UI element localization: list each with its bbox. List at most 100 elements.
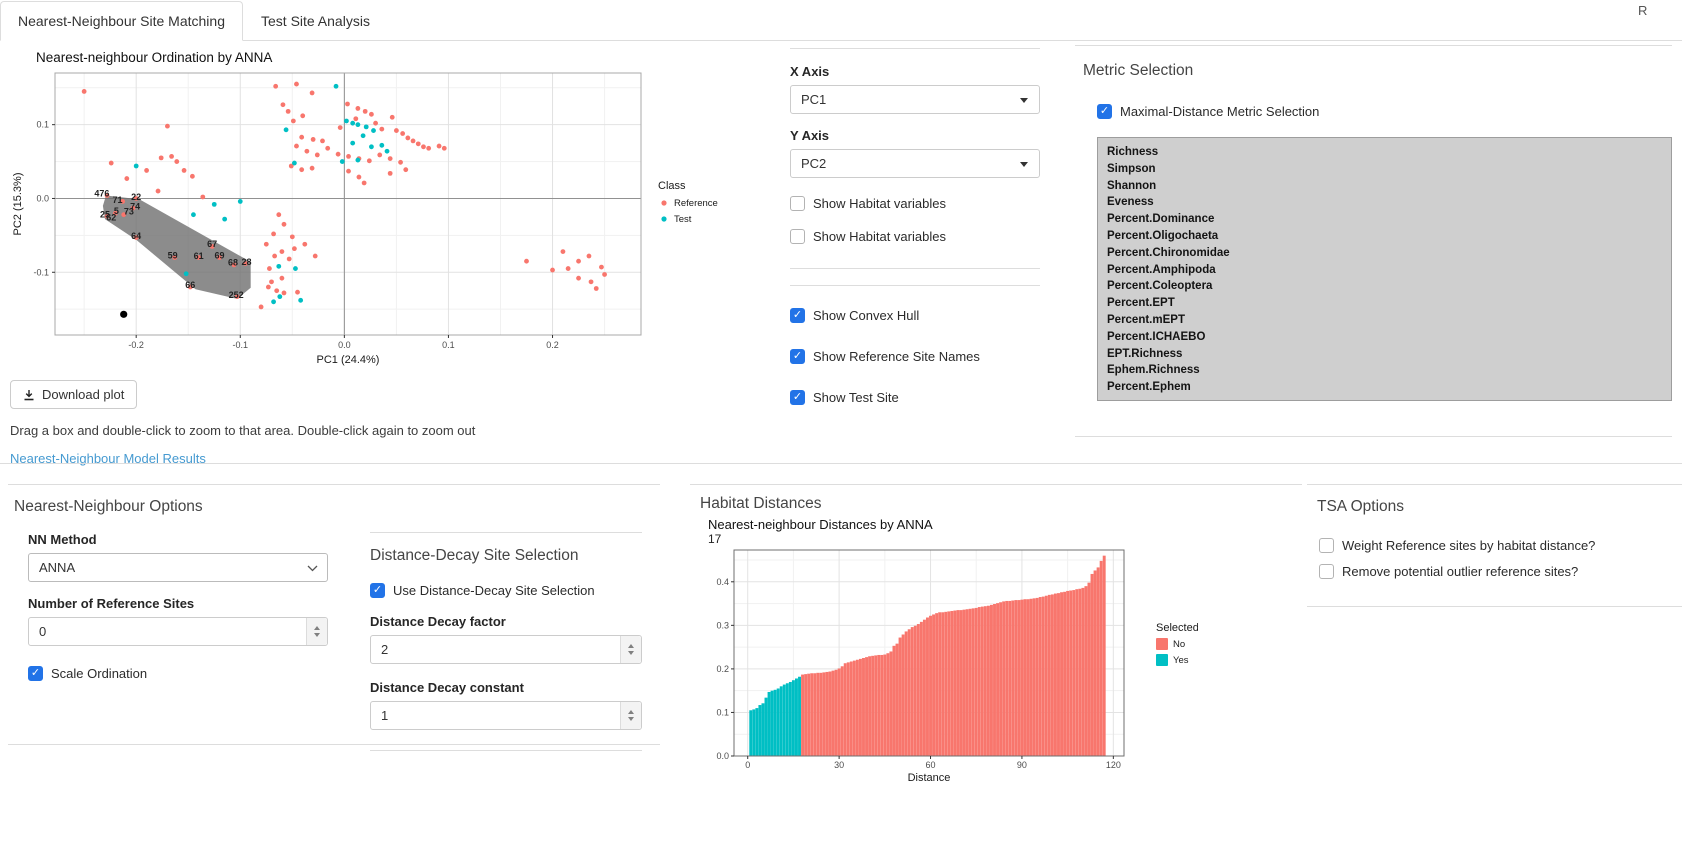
distance-decay-panel: Distance-Decay Site Selection ✓ Use Dist… xyxy=(370,532,642,751)
n-ref-sites-label: Number of Reference Sites xyxy=(28,596,195,611)
habitat-chart-widget: Nearest-neighbour Distances by ANNA 17 0… xyxy=(708,517,1302,801)
maximal-distance-metric-checkbox[interactable]: ✓ Maximal-Distance Metric Selection xyxy=(1097,104,1672,119)
metric-option[interactable]: Percent.Oligochaeta xyxy=(1107,229,1219,242)
decay-factor-input-wrap xyxy=(370,635,642,664)
tab-nearest-neighbour-site-matching[interactable]: Nearest-Neighbour Site Matching xyxy=(0,1,243,41)
stepper-up-icon[interactable] xyxy=(628,710,634,714)
weight-reference-sites-checkbox[interactable]: Weight Reference sites by habitat distan… xyxy=(1319,538,1682,553)
ordination-legend: Class Reference Test xyxy=(658,180,718,225)
habitat-plot: 0.0 0.1 0.2 0.3 0.4 0 30 60 90 120 Distance Selecte… xyxy=(716,549,1199,784)
x-axis-value: PC1 xyxy=(801,92,827,107)
checkbox-icon: ✓ xyxy=(790,390,805,405)
display-options-section: ✓ Show Convex Hull ✓ Show Reference Site… xyxy=(790,285,1040,405)
decay-factor-input[interactable] xyxy=(370,635,642,664)
remove-outlier-sites-checkbox[interactable]: Remove potential outlier reference sites… xyxy=(1319,564,1682,579)
metric-option[interactable]: EPT.Richness xyxy=(1107,347,1183,360)
stepper-down-icon[interactable] xyxy=(628,651,634,655)
nn-method-label: NN Method xyxy=(28,532,97,547)
number-stepper[interactable] xyxy=(620,702,641,729)
svg-text:0.0: 0.0 xyxy=(338,340,351,350)
svg-text:0.0: 0.0 xyxy=(36,193,49,203)
tab-test-site-analysis[interactable]: Test Site Analysis xyxy=(261,13,370,29)
habitat-chart-subtitle: 17 xyxy=(708,532,722,546)
svg-text:Distance: Distance xyxy=(908,772,951,784)
n-ref-sites-input-wrap xyxy=(28,617,328,646)
use-distance-decay-checkbox[interactable]: ✓ Use Distance-Decay Site Selection xyxy=(370,583,642,598)
svg-text:68: 68 xyxy=(228,258,238,268)
svg-text:Selected: Selected xyxy=(1156,622,1198,634)
metric-listbox[interactable]: Richness Simpson Shannon Eveness Percent… xyxy=(1097,137,1672,401)
caret-down-icon[interactable] xyxy=(1020,98,1028,103)
y-axis-select[interactable]: PC2 xyxy=(790,149,1040,178)
svg-text:Class: Class xyxy=(658,180,686,192)
svg-text:-0.1: -0.1 xyxy=(33,267,49,277)
habitat-distances-panel: Habitat Distances Nearest-neighbour Dist… xyxy=(690,484,1302,801)
show-habitat-variables-checkbox-2[interactable]: Show Habitat variables xyxy=(790,229,1040,244)
n-ref-sites-input[interactable] xyxy=(28,617,328,646)
metric-option[interactable]: Percent.Dominance xyxy=(1107,213,1215,226)
stepper-up-icon[interactable] xyxy=(314,626,320,630)
metric-option[interactable]: Percent.ICHAEBO xyxy=(1107,330,1206,343)
chevron-down-icon[interactable] xyxy=(307,565,318,572)
checkbox-label: Show Reference Site Names xyxy=(813,349,980,364)
metric-selection-title: Metric Selection xyxy=(1083,62,1194,79)
x-axis-select[interactable]: PC1 xyxy=(790,85,1040,114)
distance-decay-title: Distance-Decay Site Selection xyxy=(370,547,579,564)
svg-text:120: 120 xyxy=(1106,760,1121,770)
checkbox-icon: ✓ xyxy=(1097,104,1112,119)
metric-option[interactable]: Richness xyxy=(1107,146,1159,158)
nn-method-select[interactable]: ANNA xyxy=(28,553,328,582)
tab-bar: Nearest-Neighbour Site Matching Test Sit… xyxy=(0,0,1682,41)
svg-text:22: 22 xyxy=(131,192,141,202)
download-plot-button[interactable]: Download plot xyxy=(10,380,138,409)
svg-text:25: 25 xyxy=(100,210,110,220)
svg-text:-0.2: -0.2 xyxy=(128,340,144,350)
svg-text:61: 61 xyxy=(194,251,204,261)
scale-ordination-checkbox[interactable]: ✓ Scale Ordination xyxy=(28,666,328,681)
show-convex-hull-checkbox[interactable]: ✓ Show Convex Hull xyxy=(790,308,1040,323)
r-label: R xyxy=(1638,3,1648,18)
svg-text:0.1: 0.1 xyxy=(36,120,49,130)
metric-selection-panel: Metric Selection ✓ Maximal-Distance Metr… xyxy=(1075,45,1672,437)
stepper-down-icon[interactable] xyxy=(314,633,320,637)
show-habitat-variables-checkbox-1[interactable]: Show Habitat variables xyxy=(790,196,1040,211)
checkbox-icon: ✓ xyxy=(790,349,805,364)
x-axis-label: X Axis xyxy=(790,64,830,79)
checkbox-label: Scale Ordination xyxy=(51,666,148,681)
number-stepper[interactable] xyxy=(620,636,641,663)
svg-text:59: 59 xyxy=(168,250,178,260)
nn-options-panel: Nearest-Neighbour Options NN Method ANNA… xyxy=(8,484,660,751)
metric-option[interactable]: Shannon xyxy=(1107,179,1157,192)
svg-text:5: 5 xyxy=(114,206,119,216)
metric-option[interactable]: Percent.Coleoptera xyxy=(1107,280,1213,293)
svg-text:0.2: 0.2 xyxy=(716,664,729,674)
svg-text:60: 60 xyxy=(926,760,936,770)
metric-option[interactable]: Percent.Amphipoda xyxy=(1107,263,1216,276)
drag-zoom-note: Drag a box and double-click to zoom to t… xyxy=(10,423,476,438)
decay-constant-input[interactable] xyxy=(370,701,642,730)
svg-text:74: 74 xyxy=(130,202,140,212)
svg-text:28: 28 xyxy=(242,257,252,267)
checkbox-icon: ✓ xyxy=(370,583,385,598)
metric-option[interactable]: Percent.Chironomidae xyxy=(1107,246,1230,259)
show-test-site-checkbox[interactable]: ✓ Show Test Site xyxy=(790,390,1040,405)
metric-option[interactable]: Simpson xyxy=(1107,162,1156,175)
metric-option[interactable]: Ephem.Richness xyxy=(1107,364,1200,377)
metric-option[interactable]: Percent.Ephem xyxy=(1107,381,1191,394)
metric-option[interactable]: Percent.EPT xyxy=(1107,297,1175,310)
svg-text:PC1 (24.4%): PC1 (24.4%) xyxy=(317,354,380,366)
show-reference-site-names-checkbox[interactable]: ✓ Show Reference Site Names xyxy=(790,349,1040,364)
caret-down-icon[interactable] xyxy=(1020,162,1028,167)
svg-text:PC2 (15.3%): PC2 (15.3%) xyxy=(12,173,24,236)
stepper-down-icon[interactable] xyxy=(628,717,634,721)
stepper-up-icon[interactable] xyxy=(628,644,634,648)
svg-text:0.3: 0.3 xyxy=(716,620,729,630)
metric-option[interactable]: Percent.mEPT xyxy=(1107,313,1185,326)
nn-method-value: ANNA xyxy=(39,560,76,575)
number-stepper[interactable] xyxy=(306,618,327,645)
metric-option[interactable]: Eveness xyxy=(1107,196,1154,209)
habitat-chart-title: Nearest-neighbour Distances by ANNA xyxy=(708,517,933,532)
svg-text:64: 64 xyxy=(131,231,141,241)
nn-model-results-link[interactable]: Nearest-Neighbour Model Results xyxy=(10,451,206,466)
